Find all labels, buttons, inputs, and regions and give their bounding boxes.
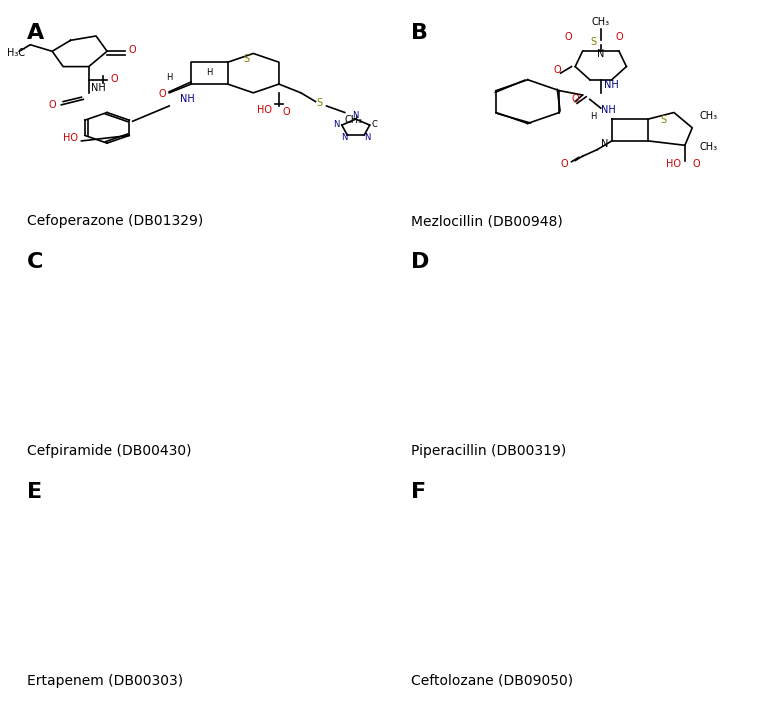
Text: O: O <box>572 94 579 104</box>
Text: F: F <box>411 482 426 502</box>
Text: C: C <box>27 253 43 273</box>
Text: D: D <box>411 253 429 273</box>
Text: CH₃: CH₃ <box>700 142 718 152</box>
Text: O: O <box>158 89 166 100</box>
Text: O: O <box>564 32 572 42</box>
Text: N: N <box>365 133 371 142</box>
Text: H: H <box>166 73 173 82</box>
Text: HO: HO <box>666 159 682 169</box>
Text: Piperacillin (DB00319): Piperacillin (DB00319) <box>411 444 566 458</box>
Text: Cefoperazone (DB01329): Cefoperazone (DB01329) <box>27 215 203 228</box>
Text: H: H <box>206 68 212 78</box>
Text: A: A <box>27 23 44 43</box>
Text: N: N <box>601 140 608 150</box>
Text: O: O <box>561 159 568 169</box>
Text: O: O <box>615 32 623 42</box>
Text: CH₃: CH₃ <box>344 116 363 126</box>
Text: NH: NH <box>604 80 619 90</box>
Text: E: E <box>27 482 41 502</box>
Text: B: B <box>411 23 428 43</box>
Text: S: S <box>590 37 597 47</box>
Text: O: O <box>48 100 56 110</box>
Text: S: S <box>660 116 666 126</box>
Text: NH: NH <box>180 94 195 104</box>
Text: O: O <box>129 45 137 56</box>
Text: O: O <box>692 159 700 169</box>
Text: NH: NH <box>91 83 105 92</box>
Text: N: N <box>333 119 340 128</box>
Text: HO: HO <box>63 133 78 143</box>
Text: HO: HO <box>257 104 272 114</box>
Text: Ertapenem (DB00303): Ertapenem (DB00303) <box>27 674 183 688</box>
Text: CH₃: CH₃ <box>700 111 718 121</box>
Text: Mezlocillin (DB00948): Mezlocillin (DB00948) <box>411 215 562 228</box>
Text: S: S <box>243 54 249 64</box>
Text: NH: NH <box>601 104 615 114</box>
Text: Cefpiramide (DB00430): Cefpiramide (DB00430) <box>27 444 191 458</box>
Text: O: O <box>553 65 561 75</box>
Text: N: N <box>341 133 347 142</box>
Text: CH₃: CH₃ <box>592 17 610 27</box>
Text: C: C <box>372 119 378 128</box>
Text: N: N <box>352 112 359 120</box>
Text: H₃C: H₃C <box>6 48 25 58</box>
Text: O: O <box>111 74 119 84</box>
Text: Ceftolozane (DB09050): Ceftolozane (DB09050) <box>411 674 572 688</box>
Text: S: S <box>316 98 323 108</box>
Text: N: N <box>597 49 604 59</box>
Text: O: O <box>283 107 290 116</box>
Text: H: H <box>590 112 597 121</box>
